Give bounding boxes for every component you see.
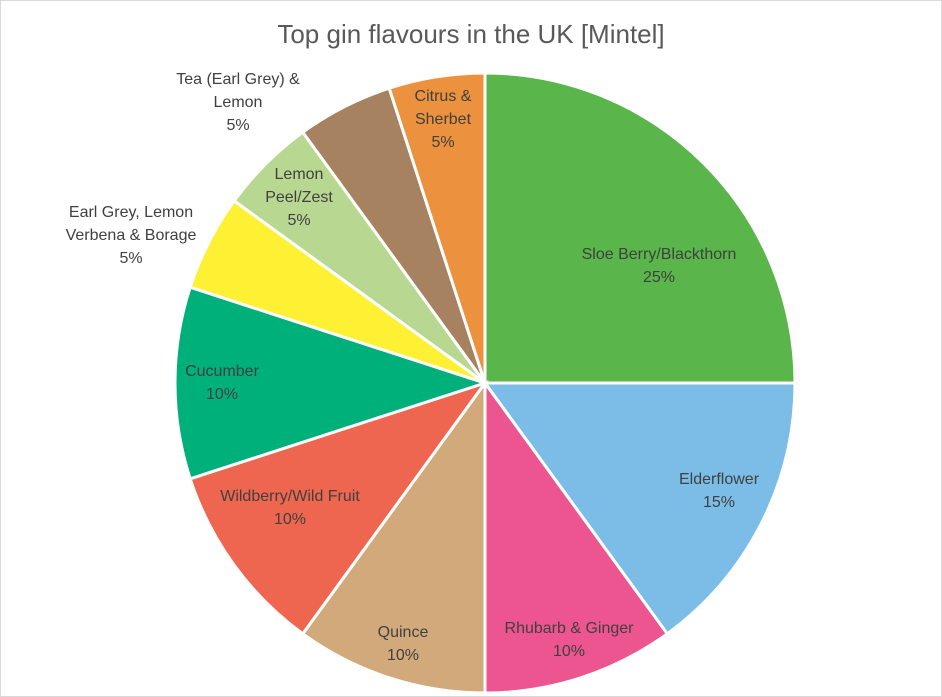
slice-label-citrus-sherbet: Citrus & Sherbet 5% — [415, 88, 472, 151]
pie-slice-quince — [300, 378, 487, 695]
pie-slice-sloe-berry-blackthorn — [483, 71, 797, 385]
pie-slice-citrus-sherbet — [387, 71, 487, 384]
slice-label-rhubarb-ginger: Rhubarb & Ginger 10% — [505, 620, 635, 660]
chart-title: Top gin flavours in the UK [Mintel] — [277, 19, 665, 49]
pie-slice-elderflower — [482, 381, 797, 636]
slice-label-cucumber: Cucumber 10% — [185, 363, 259, 403]
slice-label-wildberry-wild-fruit: Wildberry/Wild Fruit 10% — [220, 488, 360, 528]
slice-label-quince: Quince 10% — [378, 624, 429, 664]
pie-slice-wildberry-wild-fruit — [188, 380, 489, 636]
slice-label-sloe-berry-blackthorn: Sloe Berry/Blackthorn 25% — [582, 246, 737, 286]
slice-label-elderflower: Elderflower 15% — [679, 471, 760, 511]
slice-label-lemon-peel-zest: Lemon Peel/Zest 5% — [265, 166, 333, 229]
pie-slice-cucumber — [173, 285, 490, 481]
slice-label-earl-grey-lemon-verbena-borage: Earl Grey, Lemon Verbena & Borage 5% — [66, 204, 197, 267]
slice-label-tea-earl-grey-lemon: Tea (Earl Grey) & Lemon 5% — [176, 71, 300, 134]
pie-slice-rhubarb-ginger — [483, 378, 670, 695]
